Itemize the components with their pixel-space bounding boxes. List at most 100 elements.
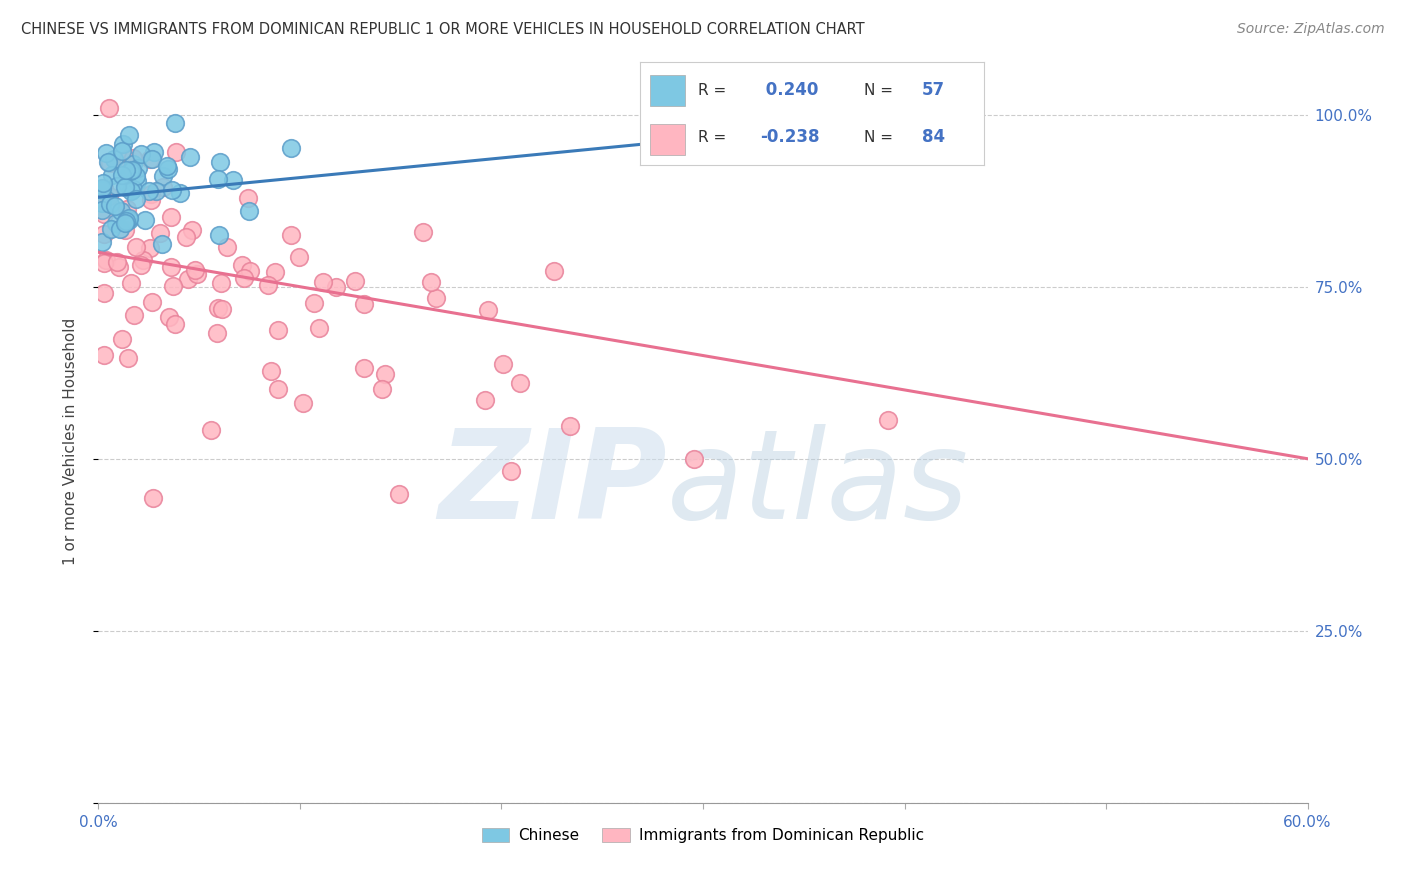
Point — [129, 258, 152, 272]
Y-axis label: 1 or more Vehicles in Household: 1 or more Vehicles in Household — [63, 318, 77, 566]
FancyBboxPatch shape — [650, 124, 685, 155]
Point — [91, 181, 114, 195]
Point — [260, 364, 283, 378]
Point — [118, 128, 141, 143]
Point — [141, 152, 163, 166]
FancyBboxPatch shape — [650, 75, 685, 105]
Point — [114, 215, 136, 229]
Point — [388, 487, 411, 501]
Point — [543, 263, 565, 277]
Point — [371, 382, 394, 396]
Point — [120, 276, 142, 290]
Point — [94, 145, 117, 160]
Point — [152, 179, 174, 194]
Point — [118, 211, 141, 226]
Point — [141, 295, 163, 310]
Point — [94, 253, 117, 268]
Point — [142, 491, 165, 506]
Point — [163, 116, 186, 130]
Point — [302, 296, 325, 310]
Point — [91, 203, 114, 218]
Point — [179, 150, 201, 164]
Point — [97, 155, 120, 169]
Point — [139, 193, 162, 207]
Point — [239, 264, 262, 278]
Point — [155, 159, 177, 173]
Point — [177, 272, 200, 286]
Point — [344, 274, 367, 288]
Point — [683, 451, 706, 466]
Point — [117, 152, 139, 166]
Point — [98, 155, 121, 169]
Point — [125, 192, 148, 206]
Point — [288, 251, 311, 265]
Point — [100, 222, 122, 236]
Point — [132, 252, 155, 267]
Point — [157, 161, 180, 176]
Point — [292, 396, 315, 410]
Point — [152, 169, 174, 183]
Point — [111, 168, 134, 182]
Point — [127, 161, 149, 175]
Point — [111, 144, 134, 158]
Point — [120, 164, 142, 178]
Point — [215, 240, 238, 254]
Point — [267, 382, 290, 396]
Point — [165, 145, 187, 159]
Point — [233, 271, 256, 285]
Point — [492, 357, 515, 371]
Point — [181, 223, 204, 237]
Point — [138, 185, 160, 199]
Point — [122, 308, 145, 322]
Point — [129, 146, 152, 161]
Point — [207, 172, 229, 186]
Point — [98, 101, 121, 115]
Point — [231, 258, 253, 272]
Point — [117, 177, 139, 191]
Point — [200, 423, 222, 437]
Point — [91, 183, 114, 197]
Point — [412, 225, 434, 239]
Point — [149, 227, 172, 241]
Point — [91, 235, 114, 249]
Point — [105, 255, 128, 269]
Point — [211, 302, 233, 317]
Point — [111, 332, 134, 346]
Point — [122, 182, 145, 196]
Point — [117, 162, 139, 177]
Point — [205, 326, 228, 340]
Point — [93, 348, 115, 362]
Point — [280, 141, 302, 155]
Point — [209, 277, 232, 291]
Point — [115, 202, 138, 216]
Point — [134, 212, 156, 227]
Text: R =: R = — [699, 130, 731, 145]
Point — [267, 322, 290, 336]
Point — [124, 239, 146, 253]
Point — [110, 221, 132, 235]
Point — [169, 186, 191, 201]
Point — [165, 318, 187, 332]
Point — [103, 152, 125, 166]
Point — [114, 223, 136, 237]
Text: 84: 84 — [922, 128, 945, 146]
Text: ZIP: ZIP — [439, 425, 666, 545]
Point — [558, 419, 581, 434]
Point — [115, 214, 138, 228]
Point — [104, 216, 127, 230]
Point — [159, 211, 181, 225]
Point — [280, 228, 302, 243]
Point — [312, 275, 335, 289]
Point — [91, 196, 114, 211]
Point — [374, 367, 396, 381]
Text: R =: R = — [699, 83, 731, 97]
Point — [115, 162, 138, 177]
Point — [125, 169, 148, 183]
Point — [174, 230, 197, 244]
Point — [425, 291, 447, 305]
Text: 57: 57 — [922, 81, 945, 99]
Point — [162, 279, 184, 293]
Point — [353, 360, 375, 375]
Point — [152, 236, 174, 251]
Point — [263, 265, 285, 279]
